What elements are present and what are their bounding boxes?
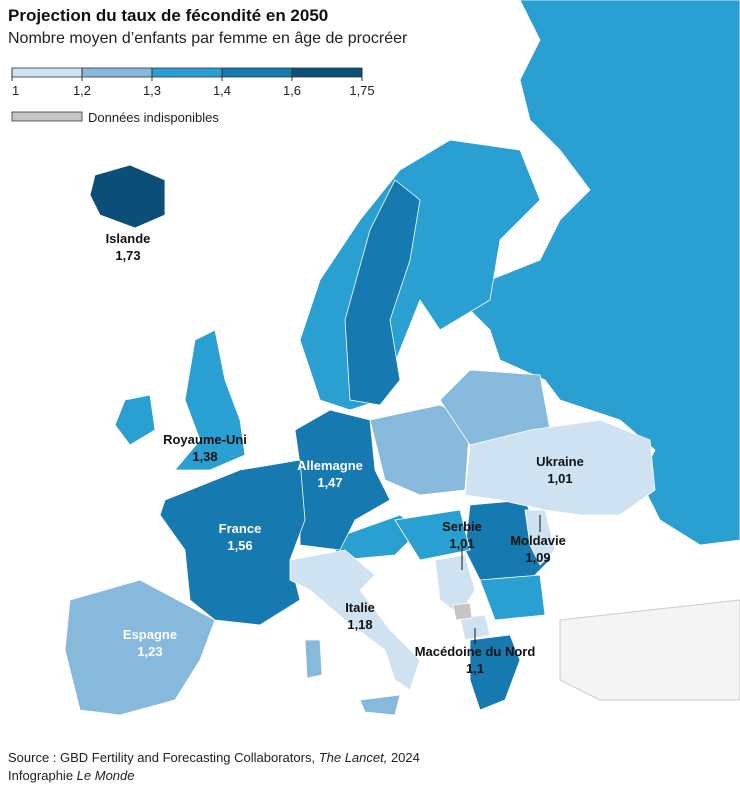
sweden	[344, 179, 421, 406]
background-land	[114, 0, 740, 716]
country-value: 1,01	[449, 536, 474, 551]
poland	[369, 404, 471, 496]
country-shape	[524, 509, 556, 566]
legend-tick-label: 1,6	[283, 83, 301, 98]
legend-tick-label: 1,75	[349, 83, 374, 98]
legend-swatch	[291, 67, 363, 78]
country-value: 1,73	[115, 248, 140, 263]
legend-swatch	[81, 67, 153, 78]
country-name: Espagne	[123, 627, 177, 642]
credit: Infographie Le Monde	[8, 768, 135, 783]
country-name: Ukraine	[536, 454, 584, 469]
country-value: 1,23	[137, 644, 162, 659]
legend-swatch	[11, 67, 83, 78]
source-journal: The Lancet,	[318, 750, 388, 765]
legend-swatch	[221, 67, 293, 78]
greece	[469, 634, 521, 711]
country-name: France	[219, 521, 262, 536]
turkey	[559, 599, 740, 701]
source-year: 2024	[387, 750, 420, 765]
legend-tick-label: 1,4	[213, 83, 231, 98]
legend-tick-label: 1	[12, 83, 19, 98]
country-shape	[159, 459, 306, 626]
bulgaria	[479, 574, 546, 621]
country-labels: Islande 1,73 Royaume-Uni 1,38 Allemagne 1,47 F…	[106, 231, 584, 676]
ireland	[114, 394, 156, 446]
credit-text: Infographie	[8, 768, 77, 783]
country-shape	[459, 614, 491, 641]
source-text: Source : GBD Fertility and Forecasting C…	[8, 750, 319, 765]
country-shape	[289, 549, 421, 691]
country-value: 1,47	[317, 475, 342, 490]
russia	[469, 0, 740, 546]
country-value: 1,38	[192, 449, 217, 464]
country-name: Islande	[106, 231, 151, 246]
sardinia	[304, 639, 323, 679]
source: Source : GBD Fertility and Forecasting C…	[8, 750, 420, 765]
subtitle: Nombre moyen d’enfants par femme en âge …	[8, 30, 408, 47]
country-value: 1,1	[466, 661, 484, 676]
credit-brand: Le Monde	[76, 768, 135, 783]
country-shape	[64, 579, 216, 716]
country-name: Italie	[345, 600, 375, 615]
country-name: Macédoine du Nord	[415, 644, 536, 659]
country-name: Serbie	[442, 519, 482, 534]
legend-tick-label: 1,2	[73, 83, 91, 98]
hungary	[394, 509, 471, 561]
legend-missing-label: Données indisponibles	[88, 110, 219, 125]
country-name: Allemagne	[297, 458, 363, 473]
country-shapes	[64, 164, 656, 716]
country-shape	[89, 164, 166, 229]
legend-tick-label: 1,3	[143, 83, 161, 98]
country-shape	[174, 329, 246, 471]
country-value: 1,09	[525, 550, 550, 565]
country-shape	[464, 419, 656, 516]
legend-missing-swatch	[11, 111, 83, 122]
legend: 1 1,2 1,3 1,4 1,6 1,75 Données indisponibles	[11, 67, 375, 125]
country-name: Moldavie	[510, 533, 566, 548]
missing-data-shape	[452, 602, 473, 621]
country-value: 1,18	[347, 617, 372, 632]
country-name: Royaume-Uni	[163, 432, 247, 447]
country-value: 1,56	[227, 538, 252, 553]
title: Projection du taux de fécondité en 2050	[8, 6, 329, 25]
country-shape	[434, 554, 476, 616]
country-value: 1,01	[547, 471, 572, 486]
leader-lines	[461, 515, 541, 644]
legend-swatch	[151, 67, 223, 78]
sicily	[359, 694, 401, 716]
